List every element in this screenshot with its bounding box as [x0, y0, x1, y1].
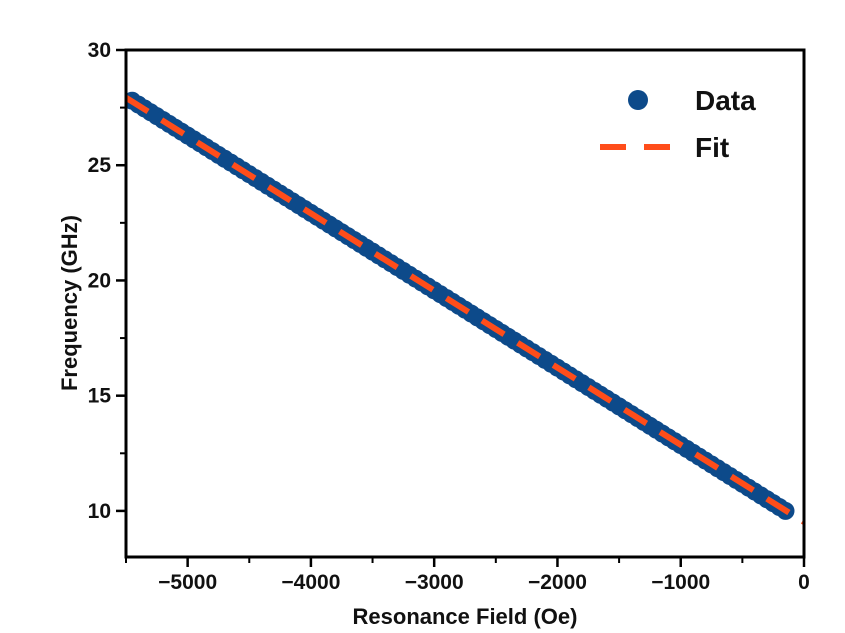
legend-label-data: Data — [695, 85, 756, 116]
legend-marker-data — [628, 90, 648, 110]
y-axis-title: Frequency (GHz) — [57, 215, 82, 391]
x-axis-title: Resonance Field (Oe) — [353, 604, 578, 629]
legend: Data Fit — [600, 85, 756, 163]
x-axis: −5000 −4000 −3000 −2000 −1000 0 — [125, 557, 810, 594]
x-tick-label: −4000 — [281, 571, 340, 594]
plot-frame — [124, 48, 806, 559]
x-tick-label: 0 — [798, 571, 810, 594]
y-axis: 10 15 20 25 30 — [88, 39, 126, 523]
fit-line — [126, 95, 804, 525]
y-tick-label: 30 — [88, 39, 111, 62]
x-tick-label: −5000 — [158, 571, 217, 594]
legend-label-fit: Fit — [695, 132, 729, 163]
plot-area — [126, 91, 804, 525]
x-tick-label: −2000 — [528, 571, 587, 594]
y-tick-label: 20 — [88, 269, 111, 292]
x-tick-label: −1000 — [651, 571, 710, 594]
y-tick-label: 25 — [88, 154, 112, 177]
y-tick-label: 15 — [88, 385, 112, 408]
x-tick-label: −3000 — [405, 571, 464, 594]
y-tick-label: 10 — [88, 500, 111, 523]
